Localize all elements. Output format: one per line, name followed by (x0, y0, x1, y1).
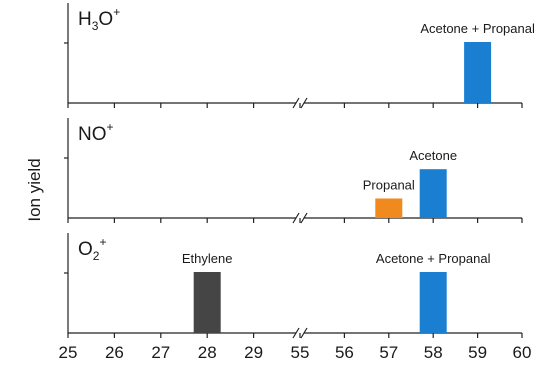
x-tick-label: 26 (105, 343, 124, 362)
panel-label: H3O+ (78, 5, 120, 33)
x-tick-label: 29 (244, 343, 263, 362)
bar-label: Ethylene (182, 251, 233, 266)
y-axis-title: Ion yield (25, 158, 44, 221)
x-tick-label: 25 (59, 343, 78, 362)
bar-label: Acetone + Propanal (420, 21, 535, 36)
bar-ethylene (193, 272, 221, 333)
bar-acetone (419, 169, 447, 218)
bar-label: Acetone + Propanal (376, 251, 491, 266)
bar-label: Acetone (409, 148, 457, 163)
axis-break-mark (300, 212, 308, 224)
x-tick-label: 27 (151, 343, 170, 362)
x-tick-label: 28 (198, 343, 217, 362)
axis-break-mark (300, 327, 308, 339)
bar-label: Propanal (363, 177, 415, 192)
x-tick-label: 57 (379, 343, 398, 362)
x-tick-label: 60 (513, 343, 532, 362)
axis-break-mark (292, 327, 300, 339)
bar-acetone (464, 42, 492, 103)
panel-label: NO+ (78, 120, 114, 145)
axis-break-mark (292, 212, 300, 224)
panel-label: O2+ (78, 235, 106, 263)
bar-propanal (375, 198, 403, 218)
bar-acetone (419, 272, 447, 333)
x-tick-label: 59 (468, 343, 487, 362)
x-tick-label: 56 (335, 343, 354, 362)
axis-break-mark (300, 97, 308, 109)
x-tick-label: 55 (291, 343, 310, 362)
axis-break-mark (292, 97, 300, 109)
x-tick-label: 58 (424, 343, 443, 362)
